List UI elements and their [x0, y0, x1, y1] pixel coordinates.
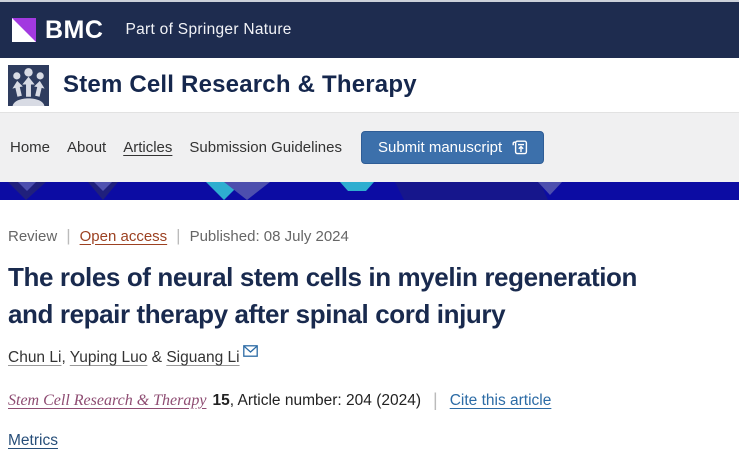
meta-divider: |: [176, 226, 181, 245]
submit-manuscript-button[interactable]: Submit manuscript: [360, 131, 545, 164]
article-meta-line: Review | Open access | Published: 08 Jul…: [8, 226, 731, 246]
article-title-line-1: The roles of neural stem cells in myelin…: [8, 262, 638, 292]
citation-volume: 15: [212, 391, 230, 409]
springer-nature-tagline: Part of Springer Nature: [125, 21, 292, 38]
nav-item-submission-guidelines[interactable]: Submission Guidelines: [189, 139, 342, 156]
published-date-label: Published: 08 July 2024: [189, 227, 349, 245]
manuscript-upload-icon: [510, 139, 529, 156]
open-access-link[interactable]: Open access: [79, 227, 168, 245]
email-envelope-icon[interactable]: [242, 344, 258, 362]
journal-header: Stem Cell Research & Therapy: [0, 58, 739, 113]
submit-manuscript-label: Submit manuscript: [377, 139, 503, 156]
nav-item-articles[interactable]: Articles: [123, 139, 173, 156]
citation-divider: |: [433, 390, 438, 410]
author-link-siguang-li[interactable]: Siguang Li: [166, 349, 240, 366]
authors-line: Chun Li, Yuping Luo & Siguang Li: [8, 345, 731, 367]
author-separator: ,: [61, 349, 70, 366]
banner-pattern: [0, 182, 739, 200]
meta-divider: |: [66, 226, 71, 245]
author-link-chun-li[interactable]: Chun Li: [8, 349, 62, 366]
journal-title[interactable]: Stem Cell Research & Therapy: [63, 71, 417, 98]
journal-logo-icon[interactable]: [8, 64, 49, 106]
citation-line: Stem Cell Research & Therapy 15 , Articl…: [8, 390, 731, 411]
nav-item-about[interactable]: About: [67, 139, 107, 156]
article-title-line-2: and repair therapy after spinal cord inj…: [8, 299, 506, 329]
author-link-yuping-luo[interactable]: Yuping Luo: [69, 349, 148, 366]
article-title: The roles of neural stem cells in myelin…: [8, 259, 731, 333]
top-brand-bar: BMC Part of Springer Nature: [0, 0, 739, 58]
cite-this-article-link[interactable]: Cite this article: [449, 391, 552, 409]
citation-journal-link[interactable]: Stem Cell Research & Therapy: [8, 391, 207, 409]
nav-item-home[interactable]: Home: [10, 139, 51, 156]
article-type-label: Review: [8, 227, 58, 245]
bmc-brand-text[interactable]: BMC: [45, 15, 104, 44]
bmc-logo-icon[interactable]: [12, 18, 36, 42]
author-separator: &: [147, 349, 167, 366]
metrics-link[interactable]: Metrics: [8, 432, 58, 449]
metrics-line: Metrics: [8, 432, 731, 450]
journal-nav: Home About Articles Submission Guideline…: [0, 113, 739, 182]
article-header-content: Review | Open access | Published: 08 Jul…: [0, 200, 739, 450]
citation-article-number: , Article number: 204 (2024): [229, 391, 422, 409]
